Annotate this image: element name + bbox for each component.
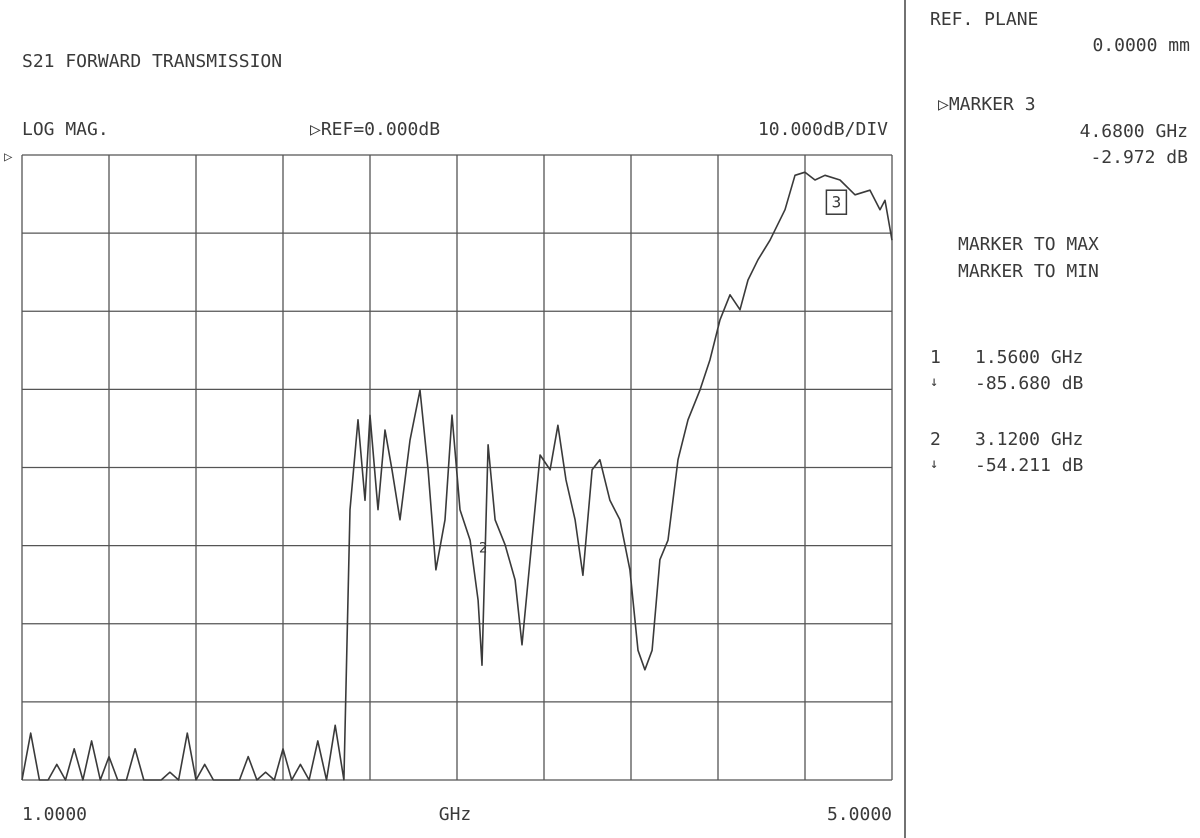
marker-value: -54.211 dB (975, 455, 1083, 476)
ref-plane: REF. PLANE (930, 9, 1038, 30)
x-tick-label: 1.0000 (22, 804, 87, 825)
marker-arrow: ↓ (930, 456, 938, 472)
active-freq: 4.6800 GHz (1080, 121, 1188, 142)
marker-label: 2 (479, 541, 487, 557)
trace (21, 171, 893, 781)
ref-marker: ▷ (4, 149, 13, 165)
marker-freq: 1.5600 GHz (975, 347, 1083, 368)
active-value: -2.972 dB (1090, 147, 1188, 168)
marker-value: -85.680 dB (975, 373, 1083, 394)
marker-label: 3 (832, 193, 842, 212)
marker-number: 2 (930, 429, 941, 450)
chart-title: S21 FORWARD TRANSMISSION (22, 51, 282, 72)
marker-box (825, 189, 848, 215)
x-tick-label: 5.0000 (827, 804, 892, 825)
marker-freq: 3.1200 GHz (975, 429, 1083, 450)
ref-label: ▷REF=0.000dB (310, 119, 440, 140)
format-label: LOG MAG. (22, 119, 109, 140)
menu-item: MARKER TO MAX (958, 234, 1099, 255)
x-axis-label: GHz (439, 804, 472, 825)
menu-item: MARKER TO MIN (958, 261, 1099, 282)
ref-plane-value: 0.0000 mm (1092, 35, 1190, 56)
scale-label: 10.000dB/DIV (758, 119, 888, 140)
marker-arrow: ↓ (930, 374, 938, 390)
marker-number: 1 (930, 347, 941, 368)
active-marker: ▷MARKER 3 (938, 94, 1036, 115)
